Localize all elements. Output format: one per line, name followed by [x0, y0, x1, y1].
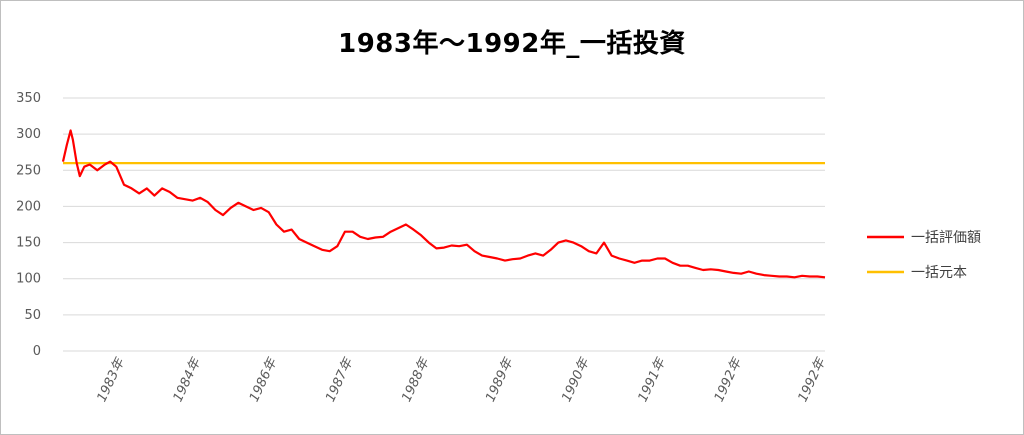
y-axis-ticks: 0 50 100 150 200 250 300 350	[16, 91, 41, 359]
legend-label: 一括評価額	[911, 230, 981, 246]
y-tick-label: 350	[16, 91, 41, 106]
y-tick-label: 0	[33, 344, 41, 359]
y-tick-label: 300	[16, 127, 41, 142]
series-lines	[61, 129, 826, 279]
x-tick-label: 1990年	[559, 355, 593, 405]
legend-label: 一括元本	[911, 265, 967, 281]
y-tick-label: 200	[16, 199, 41, 214]
x-tick-label: 1989年	[483, 355, 517, 405]
y-tick-label: 250	[16, 163, 41, 178]
y-tick-label: 150	[16, 236, 41, 251]
chart-title: 1983年～1992年_一括投資	[338, 29, 686, 59]
x-tick-label: 1988年	[399, 355, 433, 405]
x-tick-label: 1992年	[712, 355, 746, 405]
x-tick-label: 1992年	[796, 355, 830, 405]
x-tick-label: 1983年	[95, 355, 129, 405]
x-tick-label: 1984年	[171, 355, 205, 405]
x-tick-label: 1987年	[323, 355, 357, 405]
x-tick-label: 1986年	[247, 355, 281, 405]
series-line-valuation	[61, 129, 826, 279]
x-tick-label: 1991年	[636, 355, 670, 405]
y-tick-label: 50	[24, 308, 41, 323]
y-tick-label: 100	[16, 272, 41, 287]
gridlines	[63, 97, 825, 352]
x-axis-ticks: 1983年 1984年 1986年 1987年 1988年 1989年 1990年 1991年…	[95, 355, 830, 405]
